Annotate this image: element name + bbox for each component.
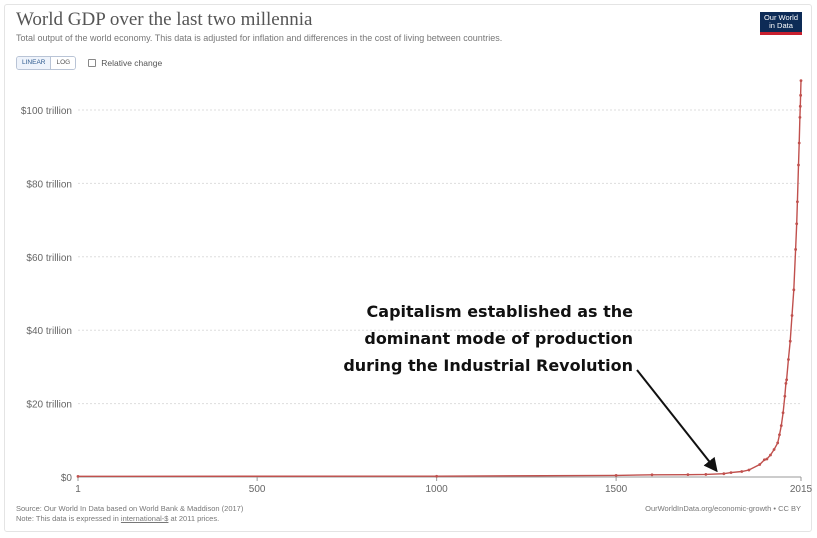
- annotation: Capitalism established as the dominant m…: [343, 302, 718, 473]
- x-tick-label: 1000: [426, 484, 449, 495]
- y-tick-label: $0: [61, 473, 73, 484]
- relative-change-label: Relative change: [101, 58, 163, 68]
- data-point: [435, 474, 439, 478]
- annotation-line-3: during the Industrial Revolution: [343, 356, 633, 375]
- chart-subtitle: Total output of the world economy. This …: [16, 33, 503, 43]
- relative-change-toggle[interactable]: Relative change: [88, 58, 162, 68]
- log-button[interactable]: LOG: [51, 57, 76, 69]
- data-point: [781, 411, 785, 415]
- annotation-line-1: Capitalism established as the: [367, 302, 634, 321]
- data-point: [797, 141, 801, 145]
- linear-button[interactable]: LINEAR: [17, 57, 52, 69]
- data-point: [772, 448, 776, 451]
- y-tick-label: $40 trillion: [26, 326, 72, 337]
- data-point: [797, 163, 800, 167]
- data-point: [704, 473, 708, 476]
- chart-frame: [4, 4, 812, 532]
- data-point: [796, 200, 799, 204]
- data-point: [794, 248, 798, 251]
- note-suffix: at 2011 prices.: [168, 514, 220, 523]
- data-point: [790, 314, 794, 317]
- footer-url[interactable]: OurWorldInData.org/economic-growth • CC …: [645, 504, 801, 513]
- data-point: [758, 463, 762, 466]
- scale-controls: LINEAR LOG Relative change: [16, 56, 162, 70]
- series-line: [77, 80, 802, 477]
- data-point: [614, 474, 618, 477]
- y-tick-label: $100 trillion: [21, 106, 72, 117]
- source-text: Source: Our World In Data based on World…: [16, 504, 244, 513]
- data-point: [784, 382, 788, 385]
- data-point: [798, 104, 802, 108]
- annotation-arrow: [636, 369, 718, 473]
- data-point: [799, 79, 803, 83]
- footer-source: Source: Our World In Data based on World…: [16, 504, 243, 524]
- y-axis: $0 $20 trillion $40 trillion $60 trillion $8…: [21, 106, 73, 484]
- data-point: [765, 457, 769, 461]
- relative-change-checkbox[interactable]: [88, 59, 97, 67]
- chart-title: World GDP over the last two millennia: [16, 9, 313, 30]
- data-point: [769, 453, 772, 457]
- data-point: [762, 458, 766, 462]
- owid-logo[interactable]: Our World in Data: [760, 12, 802, 35]
- data-point: [799, 93, 803, 97]
- logo-line-2: in Data: [769, 21, 793, 30]
- note-prefix: Note: This data is expressed in: [16, 514, 121, 523]
- data-point: [779, 424, 783, 428]
- data-point: [792, 288, 796, 292]
- x-axis: 1 500 1000 1500 2015: [75, 476, 813, 495]
- note-text: Note: This data is expressed in internat…: [16, 514, 243, 524]
- data-point: [776, 441, 780, 445]
- data-point: [686, 473, 690, 477]
- data-point: [747, 468, 751, 472]
- data-point: [798, 115, 802, 119]
- series-world-gdp: [76, 79, 803, 478]
- y-tick-label: $20 trillion: [26, 400, 72, 411]
- data-point: [783, 394, 787, 398]
- x-tick-label: 1: [75, 484, 81, 495]
- data-point: [729, 471, 733, 474]
- data-point: [76, 474, 80, 478]
- data-point: [785, 378, 789, 382]
- data-point: [787, 358, 790, 361]
- x-tick-label: 2015: [790, 484, 813, 495]
- data-point: [778, 433, 781, 437]
- y-tick-label: $60 trillion: [26, 253, 72, 264]
- y-tick-label: $80 trillion: [26, 179, 72, 190]
- international-dollar-link[interactable]: international-$: [120, 514, 169, 523]
- x-tick-label: 500: [249, 484, 266, 495]
- data-point: [740, 470, 744, 473]
- data-point: [788, 339, 792, 343]
- logo-line-1: Our World: [763, 13, 799, 22]
- data-point: [722, 472, 726, 476]
- data-point: [650, 473, 654, 477]
- annotation-line-2: dominant mode of production: [364, 329, 633, 348]
- gridlines: [78, 109, 801, 405]
- x-tick-label: 1500: [605, 484, 628, 495]
- scale-toggle: LINEAR LOG: [16, 56, 77, 70]
- data-point: [795, 222, 799, 226]
